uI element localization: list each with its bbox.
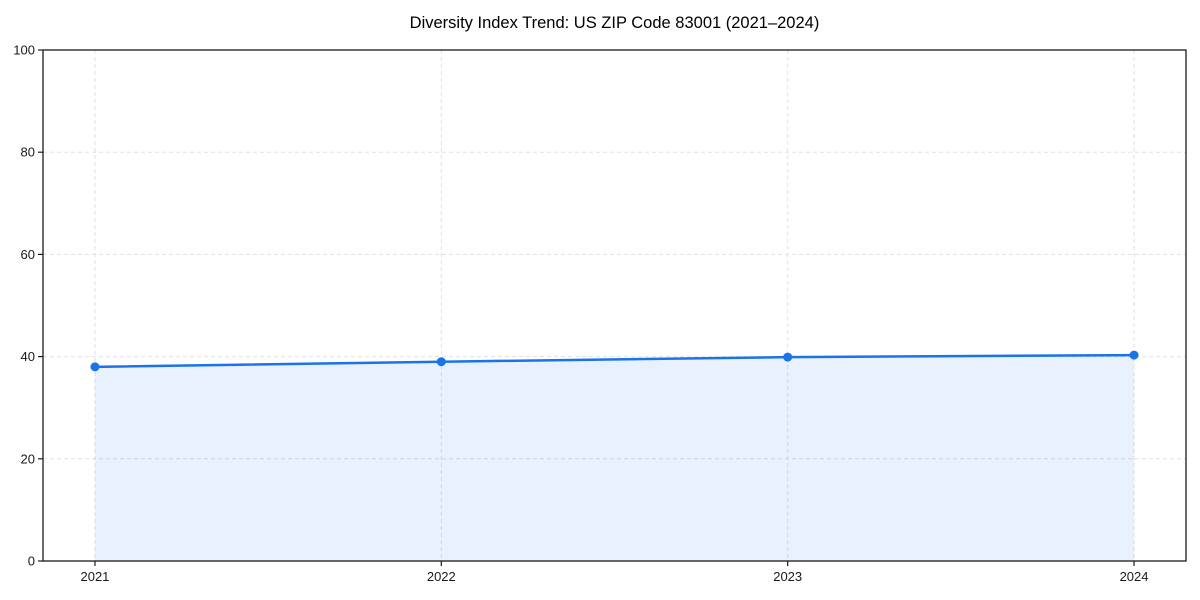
data-point-marker: [1129, 350, 1139, 360]
y-tick-label: 0: [28, 554, 35, 569]
data-point-marker: [90, 362, 100, 372]
area-layer: [90, 350, 1139, 561]
x-tick-label: 2024: [1120, 569, 1149, 584]
series-area-fill: [94, 355, 1135, 561]
grid-layer: [43, 49, 1186, 562]
tick-layer: 0 20 40 60 80 100 2021 2022 2023 2024: [13, 43, 1148, 585]
y-tick-label: 100: [13, 43, 35, 58]
data-point-marker: [783, 352, 793, 362]
data-point-marker: [436, 357, 446, 367]
x-tick-label: 2021: [80, 569, 109, 584]
x-tick-label: 2022: [427, 569, 456, 584]
y-tick-label: 80: [21, 145, 35, 160]
axes-spines: [42, 49, 1187, 562]
y-tick-label: 60: [21, 247, 35, 262]
y-tick-label: 20: [21, 451, 35, 466]
chart-title: Diversity Index Trend: US ZIP Code 83001…: [410, 14, 820, 32]
y-tick-label: 40: [21, 349, 35, 364]
x-tick-label: 2023: [773, 569, 802, 584]
series-line: [93, 353, 1136, 369]
plot-border: [42, 49, 1187, 562]
